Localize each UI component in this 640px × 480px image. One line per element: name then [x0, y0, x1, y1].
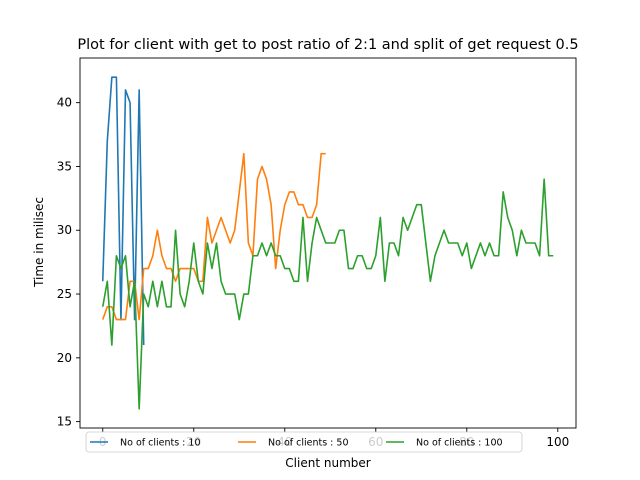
series-line-1: [101, 76, 145, 346]
y-tick-label: 30: [57, 223, 72, 237]
y-tick-label: 20: [57, 351, 72, 365]
y-axis-label: Time in milisec: [32, 197, 46, 288]
series-line-2: [101, 152, 326, 321]
y-tick-label: 25: [57, 287, 72, 301]
axes-frame: [79, 57, 577, 429]
legend-box: [85, 431, 523, 453]
y-tick-label: 40: [57, 96, 72, 110]
y-tick-label: 15: [57, 415, 72, 429]
legend-label-2: No of clients : 50: [268, 438, 349, 449]
legend-label-1: No of clients : 10: [120, 438, 201, 449]
y-tick-label: 35: [57, 159, 72, 173]
x-tick-label: 100: [546, 435, 569, 449]
legend-label-3: No of clients : 100: [416, 438, 503, 449]
legend: No of clients : 10 No of clients : 50 No o…: [85, 431, 523, 453]
x-axis-label: Client number: [285, 456, 370, 470]
series-line-3: [101, 178, 554, 410]
chart-title: Plot for client with get to post ratio o…: [77, 37, 578, 53]
